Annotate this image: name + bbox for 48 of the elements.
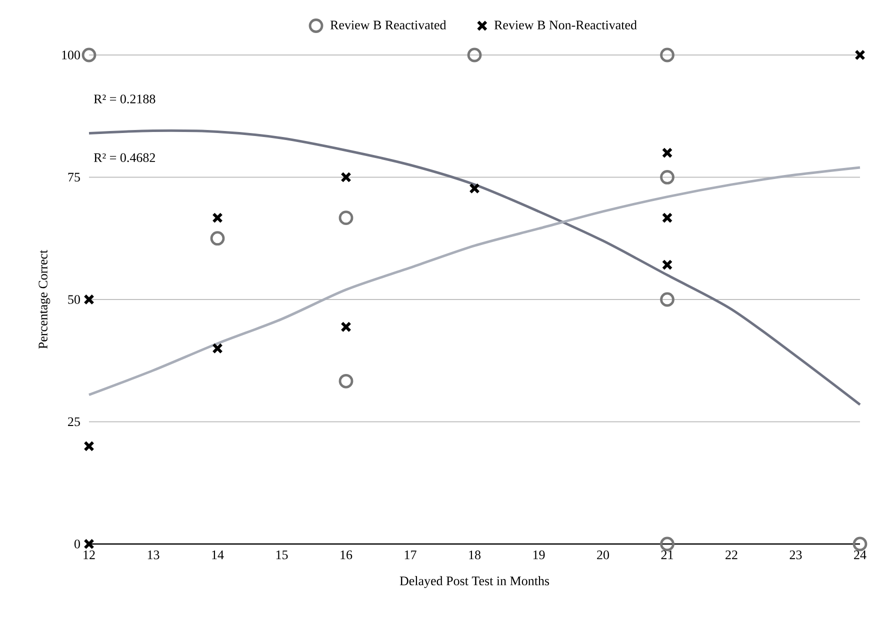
x-tick-label: 21 <box>661 550 673 560</box>
point <box>662 259 673 270</box>
y-axis-title: Percentage Correct <box>38 250 50 349</box>
point <box>338 210 354 226</box>
point <box>660 170 674 184</box>
point <box>212 212 223 224</box>
legend-label: Review B Non-Reactivated <box>494 20 637 30</box>
x-tick-label: 17 <box>404 550 416 560</box>
x-tick-label: 18 <box>469 550 481 560</box>
point <box>469 183 480 194</box>
x-tick-label: 16 <box>340 550 352 560</box>
x-axis-title: Delayed Post Test in Months <box>400 576 550 588</box>
annotation: R² = 0.2188 <box>94 94 156 104</box>
point <box>84 294 94 305</box>
x-tick-label: 12 <box>84 550 95 560</box>
point <box>660 48 674 62</box>
point <box>467 48 482 62</box>
y-tick-label: 50 <box>68 295 80 304</box>
point <box>340 172 352 183</box>
point <box>660 536 674 552</box>
point <box>212 342 223 354</box>
point <box>340 321 352 332</box>
point <box>662 212 673 224</box>
line-series <box>88 129 862 406</box>
point <box>210 231 225 246</box>
annotation: R² = 0.4682 <box>94 153 155 162</box>
x-tick-label: 24 <box>854 550 866 560</box>
point <box>854 50 866 60</box>
x-tick-label: 23 <box>790 550 802 560</box>
y-tick-label: 0 <box>74 540 80 548</box>
x-tick-label: 19 <box>533 550 545 560</box>
point <box>84 440 94 452</box>
legend-label: Review B Reactivated <box>330 20 446 30</box>
point <box>338 374 354 388</box>
point <box>82 48 96 62</box>
y-tick-label: 25 <box>68 417 80 426</box>
x-tick-label: 15 <box>276 550 288 560</box>
point <box>852 536 868 552</box>
line-series <box>88 166 862 396</box>
y-tick-label: 100 <box>62 50 80 60</box>
x-tick-label: 14 <box>212 550 224 560</box>
point <box>662 147 673 158</box>
point <box>660 292 674 307</box>
x-tick-label: 13 <box>148 550 160 560</box>
x-tick-label: 20 <box>597 550 610 560</box>
x-tick-label: 22 <box>726 550 738 560</box>
point <box>84 538 94 550</box>
y-tick-label: 75 <box>68 172 80 182</box>
